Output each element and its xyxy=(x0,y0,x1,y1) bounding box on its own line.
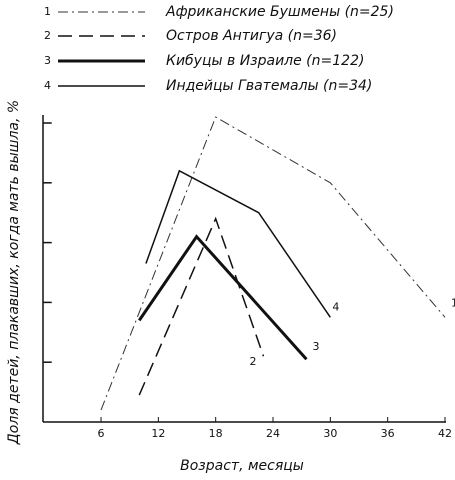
legend-label: Кибуцы в Израиле (n=122) xyxy=(166,53,364,69)
legend-number: 3 xyxy=(44,54,51,67)
x-tick-label: 42 xyxy=(438,427,452,440)
series-end-label: 1 xyxy=(451,296,455,309)
x-tick-label: 12 xyxy=(151,427,165,440)
legend-label: Индейцы Гватемалы (n=34) xyxy=(166,78,372,94)
x-tick-label: 18 xyxy=(209,427,223,440)
x-tick-label: 36 xyxy=(381,427,395,440)
series-end-label: 2 xyxy=(249,355,256,368)
series-line xyxy=(138,234,308,361)
y-axis-label: Доля детей, плакавших, когда мать вышла,… xyxy=(6,100,22,445)
legend-number: 4 xyxy=(44,79,51,92)
series-end-label: 3 xyxy=(312,340,319,353)
series-line xyxy=(145,169,331,318)
legend-label: Африканские Бушмены (n=25) xyxy=(165,4,394,20)
x-tick-label: 30 xyxy=(323,427,337,440)
legend-label: Остров Антигуа (n=36) xyxy=(166,28,337,44)
series-end-label: 4 xyxy=(332,300,339,313)
series-line xyxy=(138,216,265,396)
series-line xyxy=(100,116,446,411)
legend-number: 2 xyxy=(44,29,51,42)
legend-number: 1 xyxy=(44,5,51,18)
x-axis-label: Возраст, месяцы xyxy=(180,458,304,474)
x-tick-label: 6 xyxy=(98,427,105,440)
x-tick-label: 24 xyxy=(266,427,280,440)
